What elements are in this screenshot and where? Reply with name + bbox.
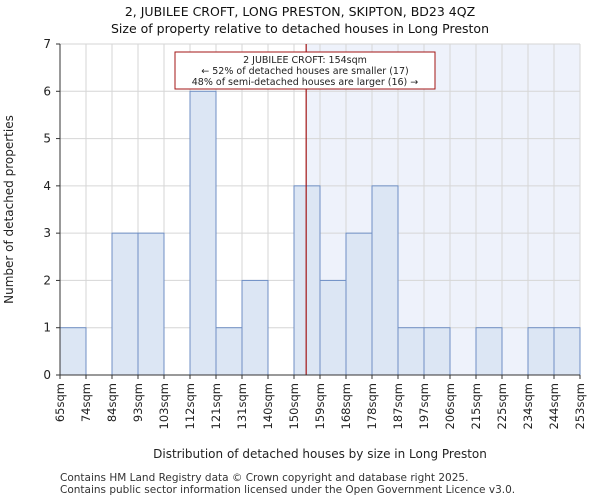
histogram-bar	[111, 232, 139, 376]
histogram-bar	[59, 327, 87, 376]
annotation-title: 2 JUBILEE CROFT: 154sqm	[243, 55, 367, 66]
x-tick-label: 225sqm	[495, 383, 509, 429]
x-tick-label: 197sqm	[417, 383, 431, 429]
histogram-bar	[189, 90, 217, 376]
histogram-bar	[423, 327, 451, 376]
histogram-bar	[397, 327, 425, 376]
histogram-bar	[319, 279, 347, 376]
x-tick-label: 178sqm	[365, 383, 379, 429]
x-tick-label: 121sqm	[209, 383, 223, 429]
x-tick-label: 253sqm	[573, 383, 587, 429]
histogram-bar	[553, 327, 581, 376]
chart-subtitle: Size of property relative to detached ho…	[111, 21, 489, 36]
histogram-bar	[137, 232, 165, 376]
footer-licence: Contains public sector information licen…	[60, 484, 516, 496]
x-tick-label: 74sqm	[79, 383, 93, 422]
footer-copyright: Contains HM Land Registry data © Crown c…	[60, 472, 469, 484]
x-tick-label: 112sqm	[183, 383, 197, 429]
y-tick-label: 2	[43, 273, 51, 287]
y-tick-label: 1	[43, 321, 51, 335]
x-tick-label: 159sqm	[313, 383, 327, 429]
histogram-bar	[293, 185, 321, 376]
y-tick-label: 3	[43, 226, 51, 240]
y-tick-label: 7	[43, 37, 51, 51]
x-tick-label: 65sqm	[53, 383, 67, 422]
histogram-bar	[215, 327, 243, 376]
x-tick-label: 150sqm	[287, 383, 301, 429]
x-tick-label: 215sqm	[469, 383, 483, 429]
x-tick-label: 103sqm	[157, 383, 171, 429]
x-tick-label: 168sqm	[339, 383, 353, 429]
x-tick-label: 187sqm	[391, 383, 405, 429]
y-tick-label: 4	[43, 179, 51, 193]
chart-title: 2, JUBILEE CROFT, LONG PRESTON, SKIPTON,…	[124, 4, 476, 19]
x-tick-label: 206sqm	[443, 383, 457, 429]
y-axis-title: Number of detached properties	[2, 115, 16, 304]
x-tick-label: 234sqm	[521, 383, 535, 429]
histogram-bar	[371, 185, 399, 376]
annotation-smaller: ← 52% of detached houses are smaller (17…	[201, 66, 408, 77]
histogram-bar	[241, 279, 269, 376]
histogram-bar	[345, 232, 373, 376]
x-tick-label: 244sqm	[547, 383, 561, 429]
x-axis-title: Distribution of detached houses by size …	[153, 447, 487, 461]
x-tick-label: 93sqm	[131, 383, 145, 422]
y-tick-label: 0	[43, 368, 51, 382]
y-tick-label: 6	[43, 84, 51, 98]
histogram-bar	[527, 327, 555, 376]
histogram-bar	[475, 327, 503, 376]
x-tick-label: 140sqm	[261, 383, 275, 429]
x-tick-label: 84sqm	[105, 383, 119, 422]
annotation-larger: 48% of semi-detached houses are larger (…	[192, 77, 419, 88]
annotation-box	[174, 51, 436, 90]
y-tick-label: 5	[43, 132, 51, 146]
x-tick-label: 131sqm	[235, 383, 249, 429]
